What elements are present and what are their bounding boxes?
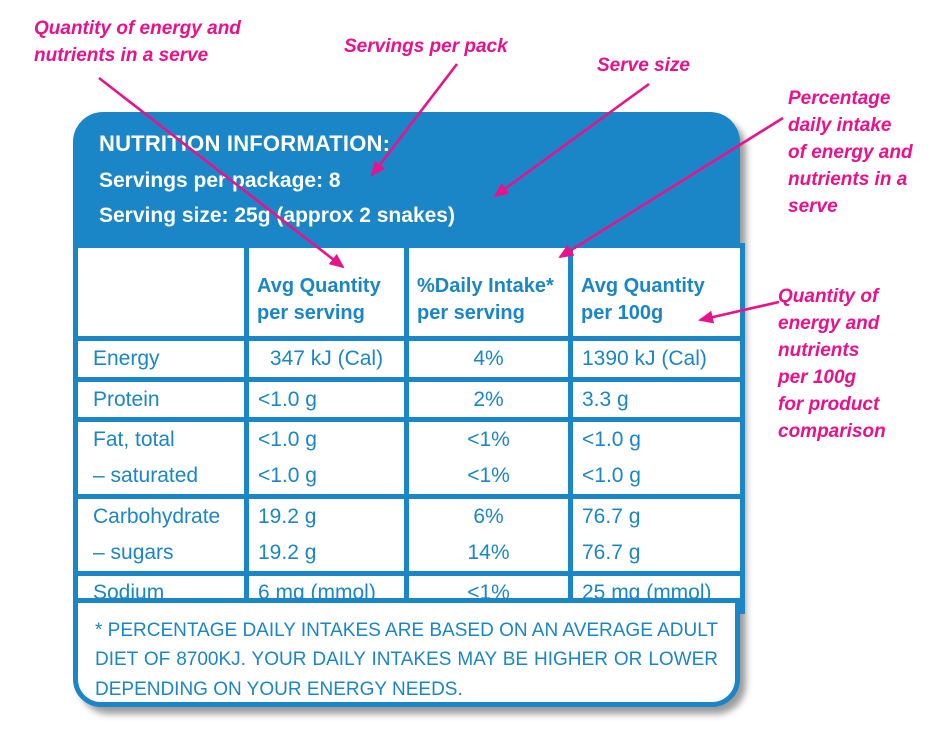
- table-row-protein: Protein <1.0 g 2% 3.3 g: [73, 377, 745, 422]
- value-per-serving: 19.2 g 19.2 g: [244, 494, 409, 576]
- value-daily-intake: <1% <1%: [404, 417, 573, 499]
- column-header-per-serving: Avg Quantity per serving: [244, 243, 409, 341]
- value-daily-intake: 2%: [404, 377, 573, 422]
- table-row-energy: Energy 347 kJ (Cal) 4% 1390 kJ (Cal): [73, 336, 745, 382]
- row-label: Energy: [73, 336, 249, 382]
- servings-per-package-line: Servings per package: 8: [99, 169, 341, 192]
- value-daily-intake: 6% 14%: [404, 494, 573, 576]
- annotation-quantity-per-100g: Quantity of energy and nutrients per 100…: [778, 286, 886, 442]
- value-per-100g: 3.3 g: [568, 377, 745, 422]
- column-header-empty: [73, 243, 249, 341]
- daily-intake-footnote: * PERCENTAGE DAILY INTAKES ARE BASED ON …: [73, 598, 740, 707]
- column-header-per-100g: Avg Quantity per 100g: [568, 243, 745, 341]
- panel-title: NUTRITION INFORMATION:: [99, 131, 391, 156]
- value-per-100g: <1.0 g <1.0 g: [568, 417, 745, 499]
- nutrition-panel: NUTRITION INFORMATION: Servings per pack…: [73, 112, 745, 707]
- annotation-quantity-in-serve: Quantity of energy and nutrients in a se…: [34, 18, 241, 66]
- table-row-carbohydrate: Carbohydrate – sugars 19.2 g 19.2 g 6% 1…: [73, 494, 745, 576]
- row-label: Carbohydrate – sugars: [73, 494, 249, 576]
- nutrition-table: Avg Quantity per serving %Daily Intake* …: [73, 243, 745, 614]
- annotation-servings-per-pack: Servings per pack: [344, 36, 508, 57]
- value-per-serving: <1.0 g <1.0 g: [244, 417, 409, 499]
- value-per-serving: <1.0 g: [244, 377, 409, 422]
- row-label: Fat, total – saturated: [73, 417, 249, 499]
- serving-size-line: Serving size: 25g (approx 2 snakes): [99, 204, 455, 227]
- table-row-fat: Fat, total – saturated <1.0 g <1.0 g <1%…: [73, 417, 745, 499]
- value-per-serving: 347 kJ (Cal): [244, 336, 409, 382]
- panel-header: NUTRITION INFORMATION: Servings per pack…: [99, 131, 720, 239]
- value-per-100g: 76.7 g 76.7 g: [568, 494, 745, 576]
- column-header-daily-intake: %Daily Intake* per serving: [404, 243, 573, 341]
- annotation-serve-size: Serve size: [597, 55, 690, 76]
- annotation-percent-daily-intake: Percentage daily intake of energy and nu…: [788, 88, 913, 217]
- value-daily-intake: 4%: [404, 336, 573, 382]
- table-header-row: Avg Quantity per serving %Daily Intake* …: [73, 243, 745, 341]
- value-per-100g: 1390 kJ (Cal): [568, 336, 745, 382]
- row-label: Protein: [73, 377, 249, 422]
